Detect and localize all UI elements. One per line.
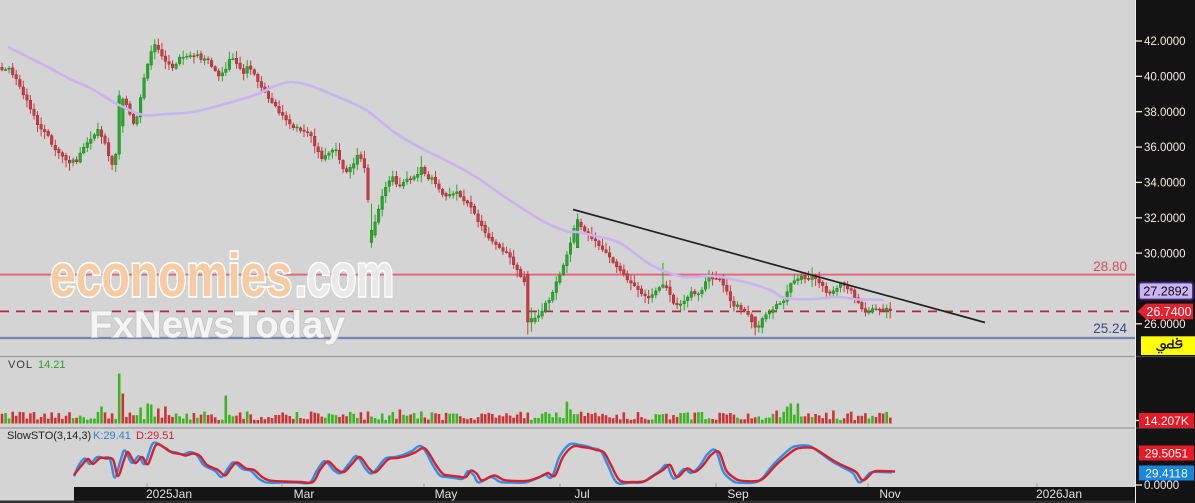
svg-text:28.80: 28.80 — [1093, 259, 1127, 274]
svg-text:0.0000: 0.0000 — [1144, 480, 1179, 492]
svg-text:14.21: 14.21 — [38, 359, 66, 371]
svg-text:26.0000: 26.0000 — [1144, 319, 1186, 331]
svg-text:Jul: Jul — [574, 487, 589, 501]
svg-text:economies: economies — [50, 242, 292, 309]
svg-text:K:29.41: K:29.41 — [93, 430, 131, 442]
svg-text:Sep: Sep — [727, 487, 749, 501]
svg-text:34.0000: 34.0000 — [1144, 178, 1186, 190]
svg-text:26.7400: 26.7400 — [1146, 305, 1191, 319]
svg-text:30.0000: 30.0000 — [1144, 248, 1186, 260]
svg-text:Mar: Mar — [294, 487, 315, 501]
svg-text:29.5051: 29.5051 — [1145, 446, 1189, 460]
svg-text:27.2892: 27.2892 — [1143, 285, 1188, 299]
svg-text:2026Jan: 2026Jan — [1036, 487, 1082, 501]
svg-text:2025Jan: 2025Jan — [146, 487, 192, 501]
svg-text:Nov: Nov — [879, 487, 900, 501]
svg-text:25.24: 25.24 — [1093, 321, 1127, 336]
svg-text:38.0000: 38.0000 — [1144, 107, 1186, 119]
svg-text:May: May — [435, 487, 458, 501]
svg-text:SlowSTO(3,14,3): SlowSTO(3,14,3) — [7, 430, 91, 442]
svg-text:14.207K: 14.207K — [1144, 414, 1189, 428]
svg-text:VOL: VOL — [8, 359, 33, 371]
svg-text:32.0000: 32.0000 — [1144, 213, 1186, 225]
svg-text:40.0000: 40.0000 — [1144, 72, 1186, 84]
svg-text:42.0000: 42.0000 — [1144, 36, 1186, 48]
svg-text:36.0000: 36.0000 — [1144, 142, 1186, 154]
svg-text:29.4118: 29.4118 — [1145, 466, 1188, 480]
svg-text:D:29.51: D:29.51 — [136, 430, 175, 442]
svg-text:.com: .com — [295, 242, 394, 309]
svg-text:FxNewsToday: FxNewsToday — [89, 304, 345, 345]
